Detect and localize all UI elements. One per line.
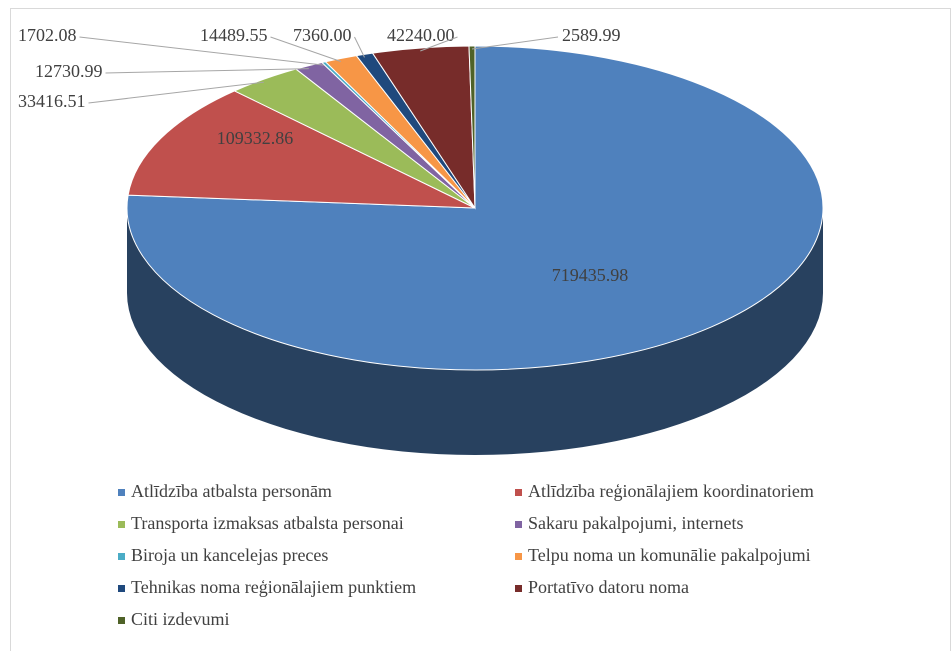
- legend-marker: [118, 617, 125, 624]
- data-label: 719435.98: [552, 265, 629, 285]
- legend-label: Atlīdzība reģionālajiem koordinatoriem: [528, 481, 814, 501]
- data-label: 14489.55: [200, 25, 268, 45]
- leader-line: [471, 36, 559, 50]
- leader-line: [420, 36, 458, 52]
- chart-border: [10, 8, 951, 651]
- legend-marker: [515, 553, 522, 560]
- legend-marker: [515, 489, 522, 496]
- data-label: 12730.99: [35, 61, 103, 81]
- legend-label: Citi izdevumi: [131, 609, 230, 629]
- leader-line: [88, 81, 265, 104]
- legend-marker: [118, 585, 125, 592]
- legend-label: Transporta izmaksas atbalsta personai: [131, 513, 404, 533]
- data-label: 33416.51: [18, 91, 86, 111]
- legend-label: Biroja un kancelejas preces: [131, 545, 328, 565]
- pie-slice: [127, 90, 476, 209]
- legend-label: Tehnikas noma reģionālajiem punktiem: [131, 577, 416, 597]
- pie-slice-side: [127, 208, 823, 455]
- legend-label: Atlīdzība atbalsta personām: [131, 481, 332, 501]
- leader-line: [270, 36, 341, 63]
- legend-marker: [515, 521, 522, 528]
- legend-marker: [118, 489, 125, 496]
- legend-marker: [118, 553, 125, 560]
- data-label: 1702.08: [18, 25, 77, 45]
- leader-line: [105, 68, 309, 74]
- leader-line: [354, 36, 365, 58]
- data-label: 7360.00: [293, 25, 352, 45]
- pie-slice: [468, 45, 476, 209]
- data-label: 42240.00: [387, 25, 455, 45]
- leader-line: [79, 36, 324, 66]
- legend-label: Portatīvo datoru noma: [528, 577, 689, 597]
- legend-label: Telpu noma un komunālie pakalpojumi: [528, 545, 811, 565]
- data-label: 2589.99: [562, 25, 621, 45]
- pie-slice: [126, 45, 824, 371]
- legend-marker: [118, 521, 125, 528]
- data-label: 109332.86: [217, 128, 294, 148]
- legend-label: Sakaru pakalpojumi, internets: [528, 513, 743, 533]
- legend-marker: [515, 585, 522, 592]
